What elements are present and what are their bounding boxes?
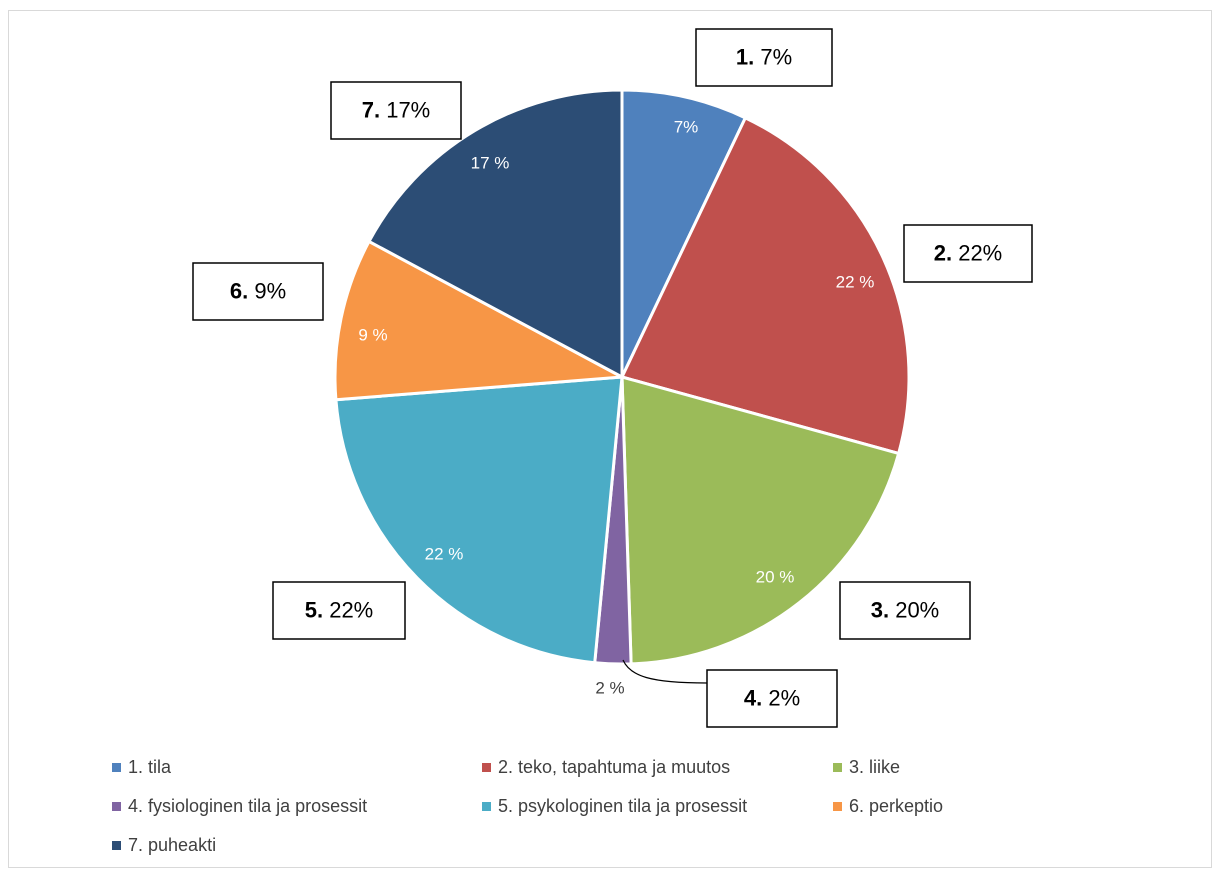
callout-text-1: 1. 7% bbox=[736, 44, 792, 69]
legend-swatch-6 bbox=[833, 802, 842, 811]
legend-label-6: 6. perkeptio bbox=[849, 796, 944, 816]
callout-1: 1. 7% bbox=[695, 28, 833, 87]
legend-item-5: 5. psykologinen tila ja prosessit bbox=[482, 796, 747, 817]
callout-box-5 bbox=[272, 581, 406, 640]
callout-6: 6. 9% bbox=[192, 262, 324, 321]
legend-label-2: 2. teko, tapahtuma ja muutos bbox=[498, 757, 731, 777]
callout-text-3: 3. 20% bbox=[871, 597, 940, 622]
legend-item-6: 6. perkeptio bbox=[833, 796, 943, 817]
legend-swatch-3 bbox=[833, 763, 842, 772]
legend-label-1: 1. tila bbox=[128, 757, 172, 777]
slice-label-3: 20 % bbox=[756, 567, 795, 586]
pie-slice-2 bbox=[619, 115, 911, 456]
pie-slice-3 bbox=[620, 375, 901, 666]
legend-swatch-4 bbox=[112, 802, 121, 811]
callout-2: 2. 22% bbox=[903, 224, 1033, 283]
callout-text-6: 6. 9% bbox=[230, 278, 286, 303]
pie-slice-7 bbox=[366, 88, 624, 380]
slice-label-5: 22 % bbox=[425, 544, 464, 563]
callout-box-7 bbox=[330, 81, 462, 140]
legend-item-3: 3. liike bbox=[833, 757, 900, 778]
slice-label-2: 22 % bbox=[836, 272, 875, 291]
legend-label-5: 5. psykologinen tila ja prosessit bbox=[498, 796, 748, 816]
legend-item-7: 7. puheakti bbox=[112, 835, 216, 856]
callout-box-1 bbox=[695, 28, 833, 87]
pie-slice-1 bbox=[620, 88, 748, 378]
callout-5: 5. 22% bbox=[272, 581, 406, 640]
leader-line-4 bbox=[622, 659, 708, 684]
slice-label-6: 9 % bbox=[358, 325, 387, 344]
slice-label-1: 7% bbox=[674, 117, 699, 136]
legend-item-2: 2. teko, tapahtuma ja muutos bbox=[482, 757, 730, 778]
legend-label-3: 3. liike bbox=[849, 757, 901, 777]
legend-swatch-7 bbox=[112, 841, 121, 850]
legend-swatch-5 bbox=[482, 802, 491, 811]
pie-slice-6 bbox=[333, 239, 628, 402]
callout-4: 4. 2% bbox=[706, 669, 838, 728]
callout-text-5: 5. 22% bbox=[305, 597, 374, 622]
callout-3: 3. 20% bbox=[839, 581, 971, 640]
callout-box-3 bbox=[839, 581, 971, 640]
callout-box-4 bbox=[706, 669, 838, 728]
callout-box-6 bbox=[192, 262, 324, 321]
slice-label-4: 2 % bbox=[595, 678, 624, 697]
slice-label-7: 17 % bbox=[471, 153, 510, 172]
legend-swatch-1 bbox=[112, 763, 121, 772]
legend-label-4: 4. fysiologinen tila ja prosessit bbox=[128, 796, 368, 816]
legend-swatch-2 bbox=[482, 763, 491, 772]
callout-text-7: 7. 17% bbox=[362, 97, 431, 122]
callout-text-4: 4. 2% bbox=[744, 685, 800, 710]
pie-slice-5 bbox=[334, 375, 624, 665]
legend-label-7: 7. puheakti bbox=[128, 835, 217, 855]
legend-item-4: 4. fysiologinen tila ja prosessit bbox=[112, 796, 367, 817]
callout-box-2 bbox=[903, 224, 1033, 283]
callout-text-2: 2. 22% bbox=[934, 240, 1003, 265]
legend-item-1: 1. tila bbox=[112, 757, 171, 778]
callout-7: 7. 17% bbox=[330, 81, 462, 140]
